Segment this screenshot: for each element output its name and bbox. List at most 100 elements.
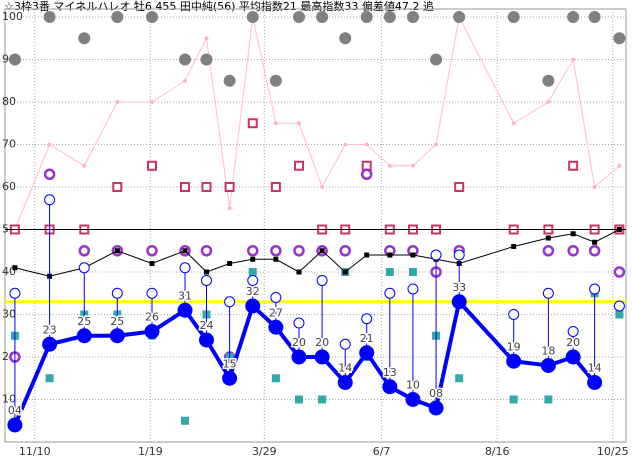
black-square (250, 256, 256, 262)
data-label: 20 (566, 336, 580, 349)
data-label: 20 (315, 336, 329, 349)
y-tick-label: 10 (2, 393, 16, 406)
gray-dot (223, 74, 236, 87)
pink-dot (115, 100, 120, 104)
main-point (506, 353, 522, 369)
main-line (13, 297, 597, 426)
open-square (112, 182, 123, 192)
gray-dot (111, 11, 124, 23)
black-square (545, 235, 551, 241)
gray-dot (453, 11, 466, 23)
data-label: 27 (269, 306, 283, 319)
gray-dot (507, 11, 520, 23)
y-tick-label: 30 (2, 308, 16, 321)
blue-open-circle (293, 317, 305, 329)
gray-dot (78, 32, 91, 45)
data-label: 04 (8, 404, 22, 417)
open-square (247, 118, 258, 129)
gray-dot (360, 11, 373, 23)
pink-dot (47, 142, 52, 147)
pink-dot (434, 142, 439, 147)
data-label: 31 (178, 289, 192, 302)
main-point (428, 400, 444, 416)
open-square (454, 182, 465, 192)
data-label: 15 (223, 357, 237, 370)
gray-dot (292, 11, 305, 23)
pink-dot (320, 185, 325, 189)
open-square (568, 160, 579, 171)
gray-dot (430, 53, 443, 66)
main-point (222, 370, 238, 386)
gray-dot (316, 11, 329, 23)
pink-dot (343, 142, 348, 147)
data-label: 25 (77, 315, 91, 328)
black-square (149, 261, 155, 266)
gray-dot (43, 11, 56, 23)
teal-square (45, 374, 54, 383)
pink-dot (204, 36, 209, 41)
teal-square (271, 374, 280, 383)
gray-dot (179, 53, 192, 66)
main-point (245, 298, 261, 314)
x-tick-label: 8/16 (485, 445, 510, 458)
main-point (540, 358, 556, 373)
gray-dot (542, 74, 555, 87)
pink-dot (592, 185, 597, 189)
pink-dot (511, 121, 516, 126)
blue-open-circle (78, 262, 90, 274)
main-point (337, 375, 353, 390)
black-square (410, 252, 416, 258)
blue-open-circle (361, 313, 373, 325)
black-square (592, 239, 598, 245)
black-square (12, 265, 18, 271)
pink-dot (617, 163, 622, 168)
data-label: 19 (507, 340, 521, 353)
data-label: 08 (429, 387, 443, 400)
gray-dot (246, 11, 259, 23)
gray-dot (588, 11, 601, 23)
blue-open-circle (200, 275, 212, 286)
main-point (7, 417, 23, 433)
gray-dot (339, 32, 352, 45)
open-square (201, 182, 212, 192)
main-point (76, 328, 92, 344)
black-square (273, 256, 279, 262)
black-square (616, 227, 622, 232)
pink-dot (227, 206, 232, 211)
data-label: 25 (110, 315, 124, 328)
black-square (342, 269, 348, 275)
open-square (293, 160, 304, 171)
gray-dot (567, 11, 580, 23)
teal-square (408, 268, 417, 276)
purple-circle (339, 245, 351, 257)
main-point (314, 349, 330, 365)
blue-open-circle (270, 292, 282, 303)
main-point (587, 375, 603, 390)
data-label: 10 (406, 379, 420, 392)
blue-open-circle (613, 300, 625, 312)
pink-dot (82, 163, 87, 168)
teal-square (294, 395, 303, 404)
purple-circle (360, 168, 373, 180)
x-tick-label: 6/7 (373, 445, 391, 458)
teal-square (318, 395, 327, 404)
blue-open-circle (453, 249, 465, 261)
blue-open-circle (567, 326, 579, 337)
black-square (227, 261, 233, 266)
purple-circle (270, 245, 282, 257)
blue-open-circle (111, 287, 123, 299)
open-square (146, 160, 157, 171)
pink-dot (183, 78, 188, 83)
purple-circle (146, 245, 158, 257)
black-square (182, 248, 188, 254)
main-point (405, 392, 421, 407)
black-square (296, 269, 302, 275)
gray-dot (406, 11, 419, 23)
x-tick-label: 3/29 (252, 445, 277, 458)
data-label: 33 (452, 281, 466, 294)
blue-open-circle (146, 287, 158, 299)
main-point (382, 379, 398, 395)
teal-square (455, 374, 464, 383)
main-point (42, 336, 58, 352)
black-square (364, 252, 370, 258)
